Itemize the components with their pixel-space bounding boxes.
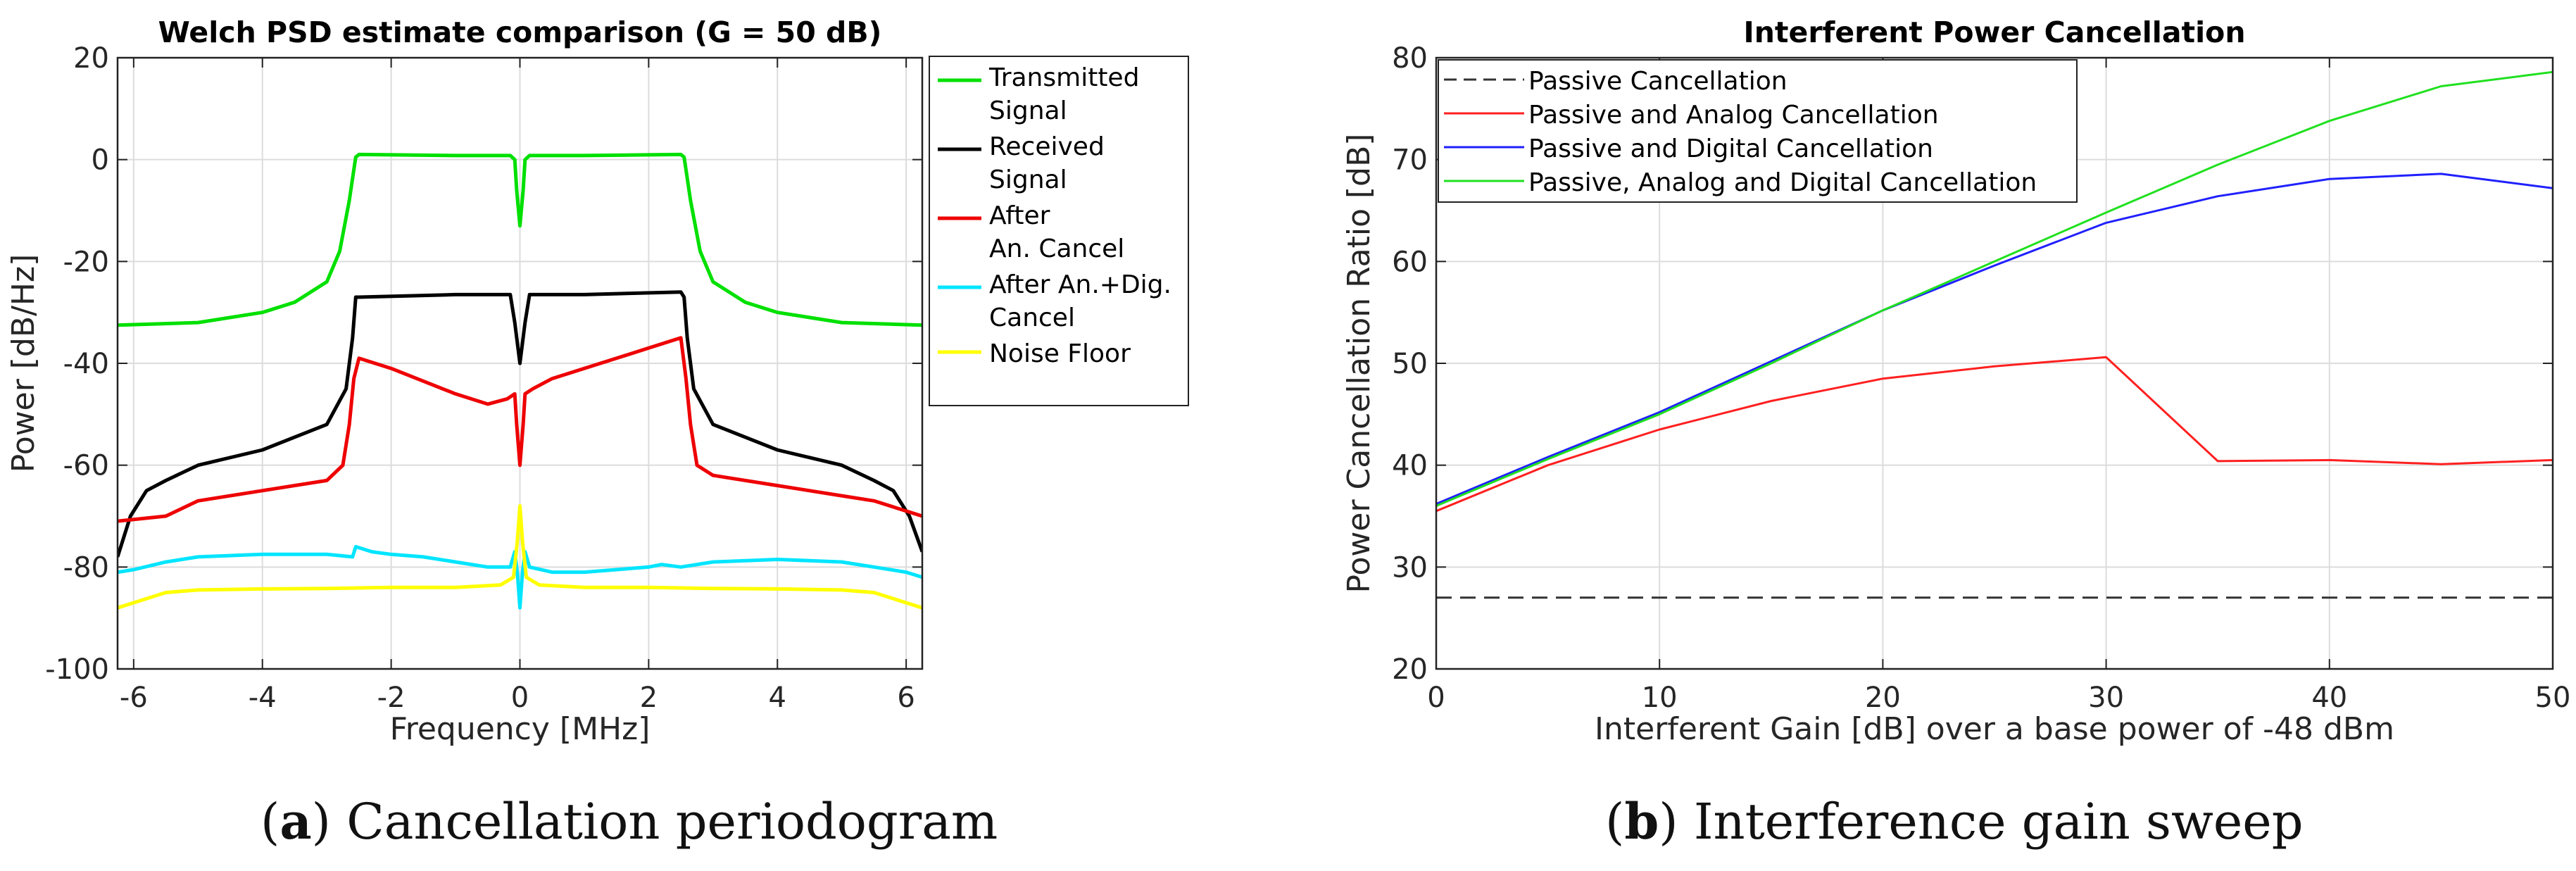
gain-y-label: Power Cancellation Ratio [dB] xyxy=(1341,134,1377,594)
gain-series-2 xyxy=(1436,173,2553,505)
caption-a: (a) Cancellation periodogram xyxy=(260,792,998,851)
psd-legend-item: Noise Floor xyxy=(938,339,1131,368)
gain-x-tick-label: 10 xyxy=(1642,682,1678,714)
psd-series-3 xyxy=(118,544,922,610)
gain-x-label: Interferent Gain [dB] over a base power … xyxy=(1595,711,2394,747)
psd-x-tick-label: -4 xyxy=(249,682,277,714)
psd-legend-label: Transmitted Signal xyxy=(988,63,1139,125)
gain-series-3 xyxy=(1436,70,2553,507)
psd-legend-item: After An. Cancel xyxy=(938,201,1124,263)
psd-series-1 xyxy=(118,290,922,558)
psd-y-label: Power [dB/Hz] xyxy=(6,254,42,472)
gain-legend-item: Passive and Analog Cancellation xyxy=(1444,101,1939,130)
psd-legend-label: After An.+Dig. Cancel xyxy=(989,270,1171,332)
psd-legend-label-line: Signal xyxy=(989,96,1067,125)
caption-b: (b) Interference gain sweep xyxy=(1605,792,2304,851)
gain-legend-label: Passive Cancellation xyxy=(1528,67,1788,96)
gain-y-tick-label: 60 xyxy=(1392,246,1428,278)
gain-chart: 0 10 20 30 40 50 80 70 60 50 40 30 20 Interferent Pow… xyxy=(1341,15,2570,747)
gain-x-tick-label: 50 xyxy=(2535,682,2571,714)
psd-y-tick-label: 20 xyxy=(73,42,109,75)
psd-title: Welch PSD estimate comparison (G = 50 dB… xyxy=(158,15,882,49)
psd-x-label: Frequency [MHz] xyxy=(390,711,651,747)
psd-legend-item: Received Signal xyxy=(938,132,1105,194)
psd-legend-label-line: Transmitted xyxy=(988,63,1139,92)
psd-x-tick-label: 2 xyxy=(640,682,658,714)
gain-legend-label: Passive, Analog and Digital Cancellation xyxy=(1528,168,2037,197)
psd-series-4 xyxy=(118,504,922,610)
psd-legend-label-line: Noise Floor xyxy=(989,339,1131,368)
gain-y-tick-label: 80 xyxy=(1392,42,1428,75)
psd-legend-item: Transmitted Signal xyxy=(938,63,1139,125)
gain-y-tick-label: 50 xyxy=(1392,348,1428,380)
psd-legend: Transmitted Signal Received Signal After An. … xyxy=(929,56,1189,406)
psd-legend-label-line: After An.+Dig. xyxy=(989,270,1171,299)
psd-series-2 xyxy=(118,336,922,523)
gain-x-tick-label: 30 xyxy=(2088,682,2124,714)
gain-x-tick-label: 20 xyxy=(1865,682,1901,714)
gain-legend-item: Passive, Analog and Digital Cancellation xyxy=(1444,168,2037,197)
caption-a-text: Cancellation periodogram xyxy=(346,793,998,851)
psd-y-tick-label: -20 xyxy=(63,246,109,278)
psd-x-tick-label: -6 xyxy=(120,682,148,714)
gain-y-tick-label: 20 xyxy=(1392,653,1428,686)
psd-legend-label-line: Cancel xyxy=(989,303,1075,332)
gain-series-group xyxy=(1436,70,2553,599)
gain-series-1 xyxy=(1436,356,2553,513)
psd-legend-label-line: After xyxy=(989,201,1050,230)
gain-x-tick-label: 0 xyxy=(1427,682,1445,714)
caption-b-letter: b xyxy=(1624,792,1659,851)
caption-a-letter: a xyxy=(279,792,312,851)
gain-legend-item: Passive Cancellation xyxy=(1444,67,1788,96)
psd-series-group xyxy=(118,152,922,610)
gain-legend-box xyxy=(1438,59,2078,203)
psd-x-tick-label: -2 xyxy=(377,682,406,714)
caption-b-text: Interference gain sweep xyxy=(1693,793,2304,851)
psd-legend-label: Noise Floor xyxy=(989,339,1131,368)
psd-y-tick-label: -80 xyxy=(63,551,109,584)
gain-legend-label: Passive and Digital Cancellation xyxy=(1528,134,1933,163)
gain-y-tick-label: 30 xyxy=(1392,551,1428,584)
gain-legend-item: Passive and Digital Cancellation xyxy=(1444,134,1933,163)
gain-legend-label: Passive and Analog Cancellation xyxy=(1528,101,1939,130)
psd-x-tick-label: 0 xyxy=(511,682,529,714)
psd-series-0 xyxy=(118,152,922,327)
gain-y-tick-label: 70 xyxy=(1392,144,1428,177)
psd-x-tick-label: 6 xyxy=(897,682,915,714)
psd-legend-label-line: Signal xyxy=(989,165,1067,194)
psd-y-tick-label: -100 xyxy=(45,653,109,686)
psd-y-tick-label: 0 xyxy=(92,144,109,177)
gain-x-tick-label: 40 xyxy=(2311,682,2347,714)
psd-legend-label-line: Received xyxy=(989,132,1105,161)
gain-legend: Passive Cancellation Passive and Analog C… xyxy=(1438,59,2078,203)
psd-y-tick-label: -40 xyxy=(63,348,109,380)
psd-legend-label-line: An. Cancel xyxy=(989,234,1124,263)
psd-legend-box xyxy=(929,56,1189,406)
gain-title: Interferent Power Cancellation xyxy=(1743,15,2245,49)
psd-y-tick-label: -60 xyxy=(63,450,109,482)
gain-y-tick-label: 40 xyxy=(1392,450,1428,482)
psd-legend-item: After An.+Dig. Cancel xyxy=(938,270,1171,332)
psd-legend-label: After An. Cancel xyxy=(989,201,1124,263)
psd-x-tick-label: 4 xyxy=(769,682,786,714)
psd-legend-label: Received Signal xyxy=(989,132,1105,194)
